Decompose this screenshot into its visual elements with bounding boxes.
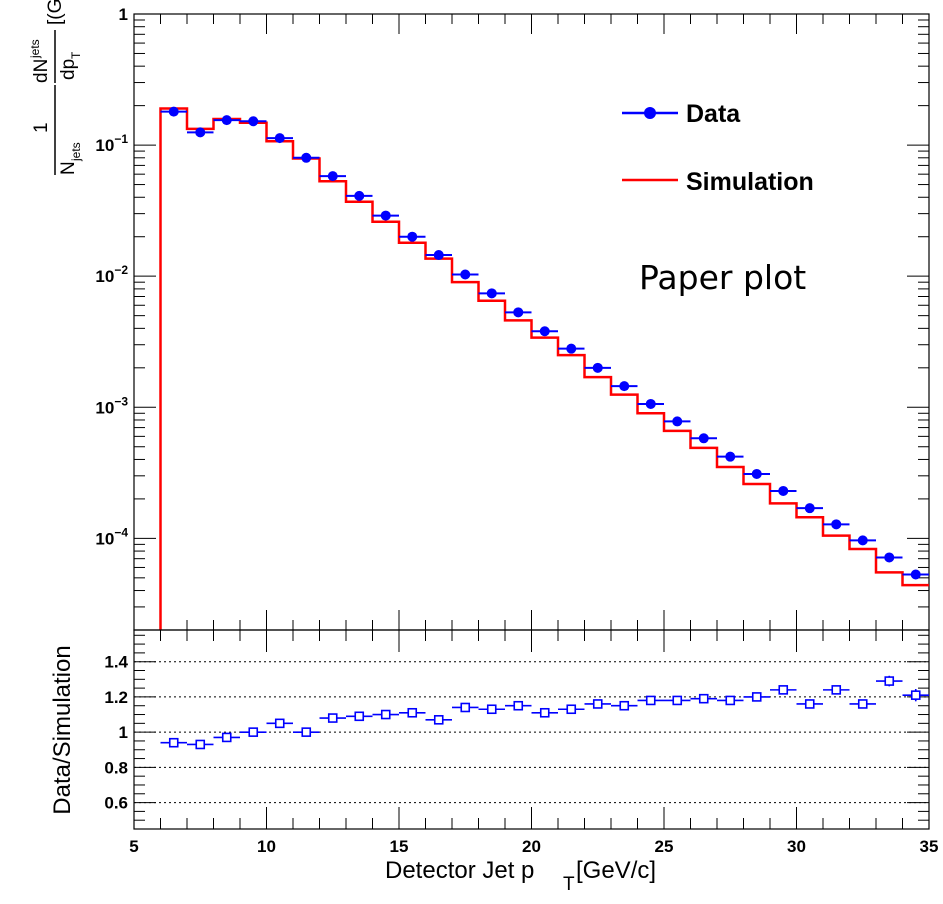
data-point (248, 116, 259, 127)
data-point (645, 398, 656, 409)
data-point (698, 433, 709, 444)
data-point (354, 190, 365, 201)
ratio-point (248, 727, 259, 737)
data-point (460, 269, 471, 280)
x-axis-title: Detector Jet p T [GeV/c] (385, 857, 656, 895)
ratio-point (195, 739, 206, 750)
x-tick-label: 15 (390, 837, 409, 856)
ratio-point (380, 709, 391, 720)
ylabel-dp: dp (58, 59, 79, 80)
data-point (221, 115, 232, 126)
data-point (884, 552, 895, 563)
xlabel-unit: [GeV/c] (576, 857, 656, 884)
data-point (619, 381, 630, 392)
ratio-point (910, 690, 921, 700)
ratio-point (460, 702, 471, 713)
data-point (592, 362, 603, 373)
data-point (407, 231, 418, 242)
spectrum-y-tick-label: 10−3 (95, 394, 128, 417)
ylabel-unit: [(GeV/c) (45, 0, 66, 25)
x-tick-label: 20 (522, 837, 541, 856)
ratio-panel: 0.6 0.8 1 1.2 1.4 5 10 15 20 25 30 35 (104, 629, 939, 856)
ratio-y-tick-label: 0.6 (104, 794, 128, 813)
data-point (672, 416, 683, 427)
data-point (778, 485, 789, 496)
ratio-point (566, 704, 577, 715)
data-point (725, 451, 736, 462)
ratio-point (513, 700, 524, 711)
data-point (804, 503, 815, 514)
data-point (831, 519, 842, 530)
ratio-point (221, 732, 232, 743)
x-tick-label: 10 (257, 837, 276, 856)
x-tick-label: 30 (787, 837, 806, 856)
ratio-point (433, 715, 444, 725)
xlabel-text: Detector Jet p (385, 857, 534, 884)
data-point (168, 106, 179, 117)
data-point (539, 326, 550, 337)
data-point (327, 171, 338, 182)
data-point (857, 535, 868, 546)
ratio-point (619, 700, 630, 711)
data-point (566, 343, 577, 354)
data-point (301, 152, 312, 163)
ratio-point (486, 704, 497, 715)
ratio-point (751, 692, 762, 702)
ratio-point (645, 695, 656, 706)
ratio-point (831, 685, 842, 695)
data-point (513, 307, 524, 318)
ratio-point (804, 699, 815, 709)
ratio-point (301, 727, 312, 737)
ratio-point (592, 699, 603, 709)
ratio-point (778, 685, 789, 695)
ratio-point (407, 707, 418, 718)
ratio-point (672, 695, 683, 706)
xlabel-sub: T (563, 874, 575, 895)
ratio-point (274, 718, 285, 729)
ratio-point (884, 676, 895, 686)
ylabel-dp-sub: T (69, 51, 83, 59)
spectrum-y-tick-label: 1 (119, 5, 128, 24)
spectrum-panel: 1 10−1 10−2 10−3 10−4 (95, 5, 930, 631)
legend-data-marker (644, 107, 656, 119)
ratio-point (354, 711, 365, 722)
ratio-y-tick-label: 1 (119, 723, 128, 742)
paper-plot-annotation: Paper plot (639, 258, 806, 297)
data-point (910, 569, 921, 580)
ratio-point (725, 695, 736, 706)
legend: Data Simulation (622, 100, 814, 196)
data-point (274, 133, 285, 144)
data-point (751, 468, 762, 479)
x-tick-label: 5 (129, 837, 138, 856)
legend-simulation-label: Simulation (686, 168, 814, 196)
ratio-y-tick-label: 1.2 (104, 688, 128, 707)
spectrum-y-tick-label: 10−4 (95, 525, 128, 548)
data-point (486, 288, 497, 299)
ratio-point (168, 737, 179, 748)
legend-data-label: Data (686, 100, 741, 128)
ratio-point (327, 713, 338, 723)
data-point (195, 127, 206, 138)
x-tick-label: 25 (655, 837, 674, 856)
ylabel-dN-sup: jets (28, 39, 42, 59)
ratio-point (539, 707, 550, 718)
data-point (433, 250, 444, 261)
ratio-y-tick-label: 1.4 (104, 653, 128, 672)
ylabel-dN: dN (31, 59, 52, 83)
spectrum-y-axis-title: 1 N jets dN jets dp T [(GeV/c) -1 ] (28, 0, 83, 175)
ratio-y-axis-title: Data/Simulation (49, 645, 76, 814)
ratio-y-tick-label: 0.8 (104, 758, 128, 777)
ratio-point (698, 693, 709, 704)
x-tick-label: 35 (920, 837, 939, 856)
ylabel-N-sub: jets (69, 142, 83, 162)
data-point (380, 210, 391, 221)
ratio-point (857, 699, 868, 709)
ylabel-one: 1 (31, 122, 52, 133)
spectrum-y-tick-label: 10−1 (95, 132, 128, 155)
ylabel-N: N (58, 161, 79, 175)
spectrum-y-tick-label: 10−2 (95, 263, 128, 286)
